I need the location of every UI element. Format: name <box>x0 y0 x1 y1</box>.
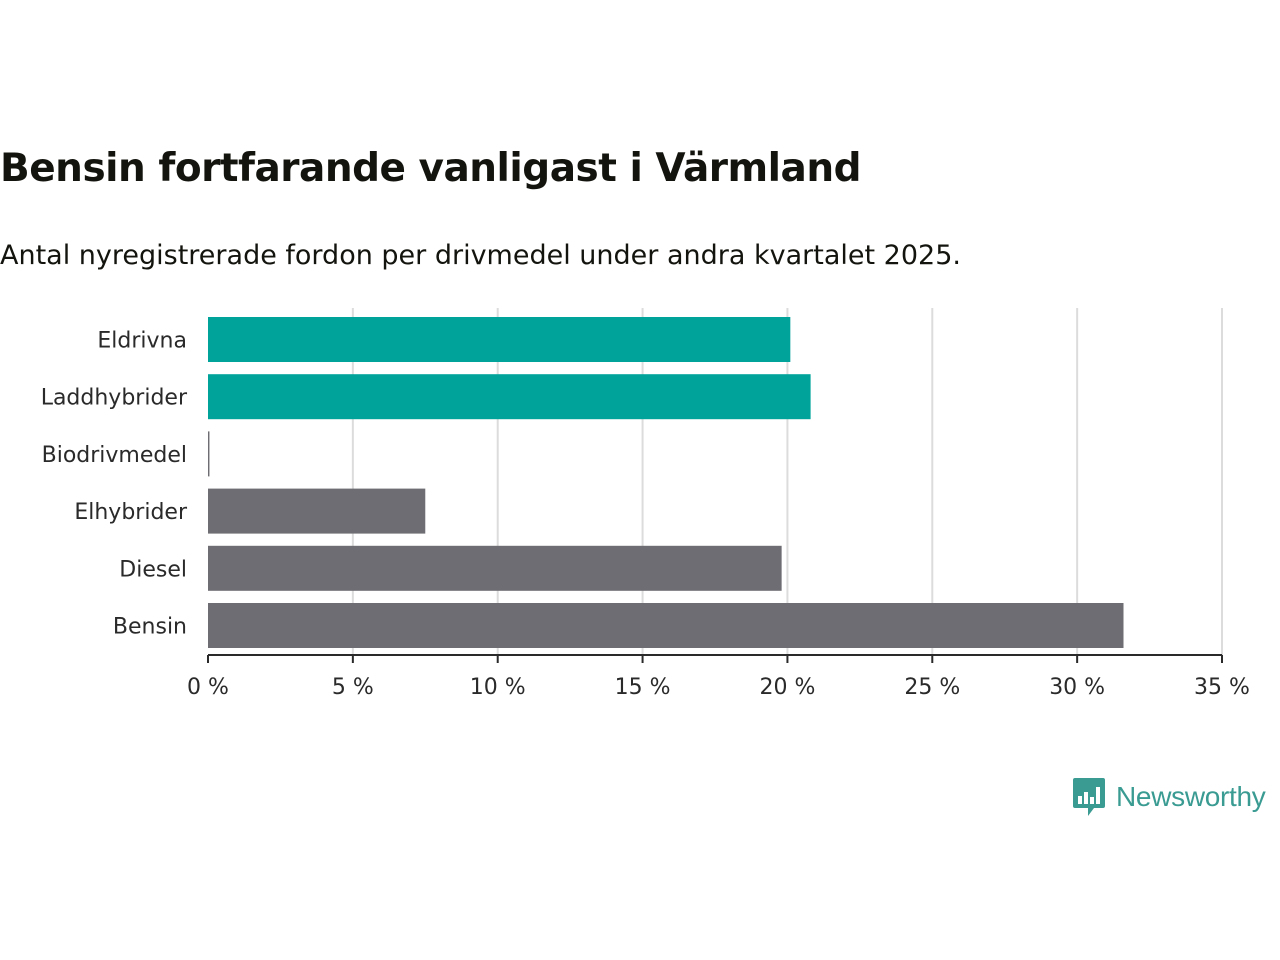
category-label: Eldrivna <box>97 329 187 354</box>
category-label: Laddhybrider <box>41 386 188 411</box>
x-axis: 0 % 5 % 10 % 15 % 20 % 25 % 30 % 35 % <box>187 654 1250 700</box>
bar <box>208 317 791 362</box>
category-labels: Eldrivna Laddhybrider Biodrivmedel Elhybrid… <box>41 329 188 640</box>
bar-chart: 0 % 5 % 10 % 15 % 20 % 25 % 30 % 35 % Eldrivna L… <box>41 308 1250 700</box>
logo-text: Newsworthy <box>1116 781 1266 812</box>
category-label: Biodrivmedel <box>42 443 187 468</box>
bars <box>208 317 1124 648</box>
grid-lines <box>351 308 1223 655</box>
category-label: Elhybrider <box>74 500 188 525</box>
x-tick-label: 5 % <box>332 675 374 700</box>
chart-title: Bensin fortfarande vanligast i Värmland <box>0 146 862 191</box>
x-tick-label: 15 % <box>615 675 671 700</box>
x-tick-label: 30 % <box>1049 675 1105 700</box>
x-tick-label: 35 % <box>1194 675 1250 700</box>
bar <box>208 488 426 534</box>
bar <box>208 545 782 591</box>
x-tick-label: 10 % <box>470 675 526 700</box>
bar <box>208 603 1124 648</box>
x-tick-label: 25 % <box>904 675 960 700</box>
bar <box>208 374 811 420</box>
bar <box>208 431 210 477</box>
x-tick-label: 20 % <box>759 675 815 700</box>
chart-subtitle: Antal nyregistrerade fordon per drivmede… <box>0 240 961 271</box>
category-label: Bensin <box>113 615 187 640</box>
x-tick-label: 0 % <box>187 675 229 700</box>
newsworthy-chart-icon <box>1073 778 1105 816</box>
category-label: Diesel <box>119 557 187 582</box>
newsworthy-logo: Newsworthy <box>1072 776 1266 818</box>
